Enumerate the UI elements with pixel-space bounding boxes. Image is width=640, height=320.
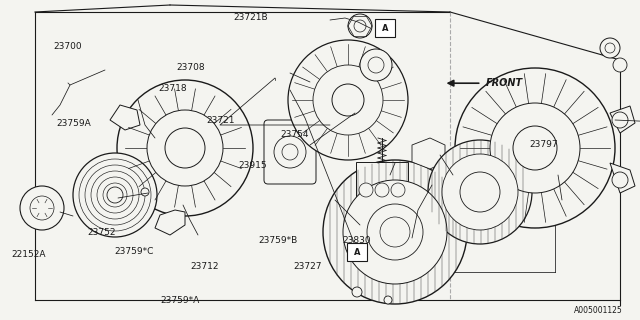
- Text: 23797: 23797: [530, 140, 558, 148]
- Text: 23759A: 23759A: [56, 119, 91, 128]
- Text: 23727: 23727: [293, 262, 321, 271]
- Text: 23708: 23708: [177, 63, 205, 72]
- Text: 23759*B: 23759*B: [259, 236, 298, 244]
- Text: A: A: [381, 23, 388, 33]
- Text: 23712: 23712: [191, 262, 219, 271]
- Circle shape: [332, 84, 364, 116]
- Text: FRONT: FRONT: [486, 78, 523, 88]
- Circle shape: [147, 110, 223, 186]
- Circle shape: [141, 188, 149, 196]
- Circle shape: [30, 196, 54, 220]
- Polygon shape: [155, 210, 185, 235]
- Circle shape: [384, 296, 392, 304]
- Circle shape: [613, 58, 627, 72]
- Circle shape: [165, 128, 205, 168]
- Bar: [356, 162, 408, 217]
- Polygon shape: [610, 163, 635, 193]
- Circle shape: [368, 57, 384, 73]
- Circle shape: [359, 183, 373, 197]
- Circle shape: [323, 160, 467, 304]
- Circle shape: [391, 183, 405, 197]
- Text: 23718: 23718: [159, 84, 187, 92]
- Circle shape: [612, 172, 628, 188]
- Text: 23830: 23830: [343, 236, 371, 245]
- Text: 23700: 23700: [53, 42, 81, 51]
- Circle shape: [107, 187, 123, 203]
- Text: A: A: [354, 247, 360, 257]
- FancyBboxPatch shape: [264, 120, 316, 184]
- Circle shape: [20, 186, 64, 230]
- Circle shape: [348, 14, 372, 38]
- Polygon shape: [110, 105, 140, 130]
- Text: 23721B: 23721B: [234, 13, 268, 22]
- FancyBboxPatch shape: [347, 243, 367, 261]
- Polygon shape: [412, 138, 445, 169]
- Circle shape: [460, 172, 500, 212]
- FancyBboxPatch shape: [375, 19, 395, 37]
- Circle shape: [442, 154, 518, 230]
- Text: 23752: 23752: [87, 228, 115, 237]
- Circle shape: [605, 43, 615, 53]
- Circle shape: [513, 126, 557, 170]
- Circle shape: [117, 80, 253, 216]
- Polygon shape: [610, 106, 635, 133]
- Circle shape: [360, 49, 392, 81]
- Text: 23721: 23721: [207, 116, 235, 124]
- Circle shape: [343, 180, 447, 284]
- Text: 23759*C: 23759*C: [115, 247, 154, 256]
- Text: 23754: 23754: [280, 130, 308, 139]
- Circle shape: [380, 217, 410, 247]
- Circle shape: [274, 136, 306, 168]
- Circle shape: [600, 38, 620, 58]
- Circle shape: [352, 287, 362, 297]
- Circle shape: [428, 140, 532, 244]
- Circle shape: [367, 204, 423, 260]
- Circle shape: [282, 144, 298, 160]
- Circle shape: [354, 20, 366, 32]
- Text: A005001125: A005001125: [574, 306, 623, 315]
- Text: 23759*A: 23759*A: [161, 296, 200, 305]
- Circle shape: [288, 40, 408, 160]
- Circle shape: [490, 103, 580, 193]
- Circle shape: [73, 153, 157, 237]
- Circle shape: [313, 65, 383, 135]
- Circle shape: [375, 183, 389, 197]
- Circle shape: [455, 68, 615, 228]
- Text: 23915: 23915: [239, 161, 267, 170]
- Text: 22152A: 22152A: [11, 250, 45, 259]
- Circle shape: [612, 112, 628, 128]
